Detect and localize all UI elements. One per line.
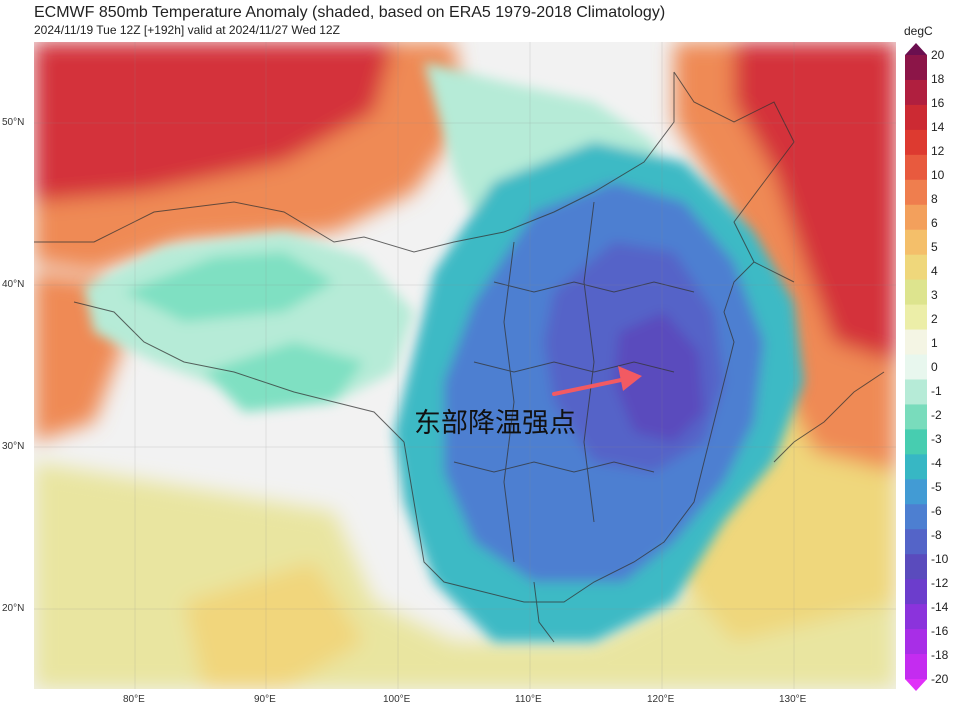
colorbar-label: -8 [931, 528, 942, 542]
colorbar-segment [905, 379, 927, 405]
lon-label-100e: 100°E [383, 694, 411, 705]
colorbar-label: 0 [931, 360, 938, 374]
map-canvas [34, 42, 896, 689]
colorbar-label: 14 [931, 120, 945, 134]
lon-label-90e: 90°E [254, 694, 276, 705]
colorbar-label: 8 [931, 192, 938, 206]
colorbar-segment [905, 429, 927, 455]
colorbar-segment [905, 504, 927, 530]
boundaries [34, 71, 885, 643]
colorbar-segment [905, 329, 927, 356]
colorbar-label: 4 [931, 264, 938, 278]
colorbar-segment [905, 254, 927, 281]
cool-mid-plateau-south [204, 342, 364, 412]
graticule [34, 42, 896, 689]
colorbar-segment [905, 129, 927, 156]
colorbar-label: -3 [931, 432, 942, 446]
lon-label-80e: 80°E [123, 694, 145, 705]
colorbar-segment [905, 554, 927, 580]
lon-label-120e: 120°E [647, 694, 675, 705]
colorbar-label: 6 [931, 216, 938, 230]
colorbar-label: 2 [931, 312, 938, 326]
border-southwest [73, 301, 405, 443]
coastline-hainan [533, 581, 555, 643]
colorbar-label: -10 [931, 552, 949, 566]
colorbar-segment [905, 479, 927, 505]
colorbar-segment [905, 629, 927, 655]
province-lines-vertical-west [503, 241, 515, 563]
colorbar-segment [905, 529, 927, 555]
cool-mid-plateau [124, 252, 334, 322]
lat-label-30n: 30°N [2, 441, 25, 452]
colorbar-label: -14 [931, 600, 949, 614]
province-lines-central [473, 361, 675, 373]
colorbar-label: -4 [931, 456, 942, 470]
colorbar-label: 16 [931, 96, 945, 110]
cooling-hotspot-annotation: 东部降温强点 [414, 408, 576, 439]
colorbar-label: -12 [931, 576, 949, 590]
province-lines-vertical-east [583, 201, 595, 523]
colorbar-label: -6 [931, 504, 942, 518]
colorbar-segment [905, 604, 927, 630]
colorbar-label: -2 [931, 408, 942, 422]
colorbar-segment [905, 354, 927, 380]
chart-title: ECMWF 850mb Temperature Anomaly (shaded,… [34, 4, 666, 21]
warm-weak-southeast-asia [184, 562, 364, 689]
lon-label-110e: 110°E [515, 694, 542, 705]
colorbar-segment [905, 179, 927, 206]
colorbar-segment [905, 79, 927, 106]
colorbar-unit: degC [904, 24, 933, 38]
coastline-korea-japan [773, 371, 885, 463]
lat-label-40n: 40°N [2, 279, 25, 290]
colorbar-label: -1 [931, 384, 942, 398]
colorbar-bottom-extend [905, 679, 927, 691]
colorbar-label: 1 [931, 336, 938, 350]
border-north [34, 201, 505, 253]
colorbar-label: 20 [931, 48, 945, 62]
colorbar-segment [905, 404, 927, 430]
lat-label-20n: 20°N [2, 603, 25, 614]
colorbar [905, 43, 927, 691]
colorbar-segment [905, 279, 927, 306]
border-northeast [673, 71, 795, 283]
lat-label-50n: 50°N [2, 117, 25, 128]
colorbar-segment [905, 204, 927, 231]
colorbar-label: 18 [931, 72, 945, 86]
colorbar-segment [905, 104, 927, 131]
colorbar-segment [905, 654, 927, 680]
temperature-anomaly-map [34, 42, 896, 689]
province-lines-south [453, 461, 655, 473]
warm-strong-northeast [734, 42, 896, 362]
colorbar-label: -16 [931, 624, 949, 638]
cold-core-east [614, 312, 704, 442]
arrow-indicator [552, 366, 642, 396]
lon-label-130e: 130°E [779, 694, 807, 705]
colorbar-label: 10 [931, 168, 945, 182]
colorbar-label: 5 [931, 240, 938, 254]
colorbar-segment [905, 55, 927, 81]
colorbar-segment [905, 304, 927, 331]
province-lines-north [493, 281, 695, 293]
chart-subtitle: 2024/11/19 Tue 12Z [+192h] valid at 2024… [34, 23, 340, 37]
colorbar-label: 3 [931, 288, 938, 302]
warm-strong-northwest [34, 42, 394, 202]
colorbar-segment [905, 154, 927, 181]
colorbar-segment [905, 454, 927, 480]
border-mongolia [503, 72, 675, 233]
colorbar-label: 12 [931, 144, 945, 158]
colorbar-top-extend [905, 43, 927, 55]
colorbar-segment [905, 579, 927, 605]
colorbar-label: -18 [931, 648, 949, 662]
colorbar-label: -20 [931, 672, 949, 686]
colorbar-segment [905, 229, 927, 256]
colorbar-label: -5 [931, 480, 942, 494]
coastline-china [403, 261, 755, 603]
